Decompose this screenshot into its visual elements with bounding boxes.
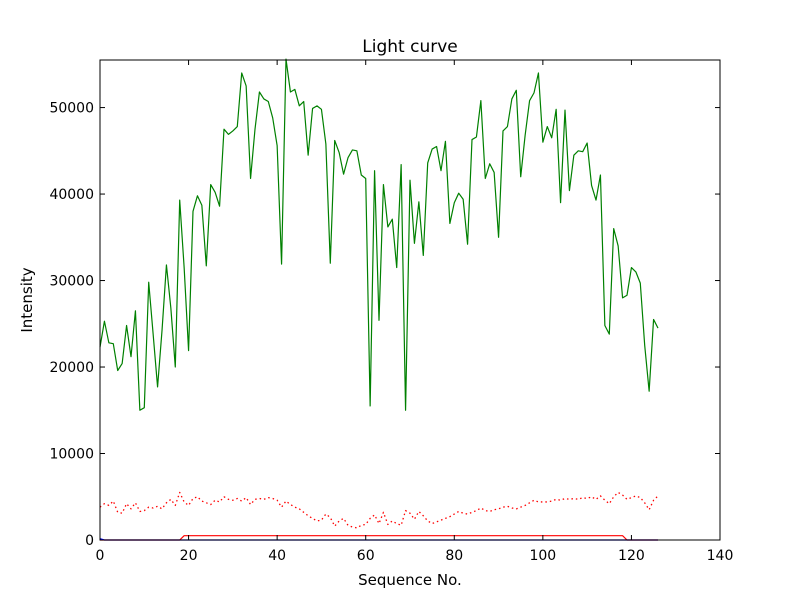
x-axis: 0 20 40 60 80 100 120 140 bbox=[96, 60, 734, 564]
y-axis-label: Intensity bbox=[18, 267, 36, 332]
y-axis: 0 10000 20000 30000 40000 50000 bbox=[49, 101, 720, 549]
x-tick-label: 140 bbox=[707, 548, 734, 564]
x-axis-label: Sequence No. bbox=[358, 571, 462, 589]
x-tick-label: 0 bbox=[96, 548, 105, 564]
x-tick-label: 120 bbox=[618, 548, 645, 564]
series-line-1 bbox=[99, 58, 659, 411]
y-tick-label: 30000 bbox=[49, 274, 94, 290]
y-tick-label: 50000 bbox=[49, 101, 94, 117]
x-tick-label: 40 bbox=[268, 548, 286, 564]
x-tick-label: 100 bbox=[529, 548, 556, 564]
chart-title: Light curve bbox=[362, 37, 457, 57]
y-tick-label: 20000 bbox=[49, 360, 94, 376]
y-tick-label: 40000 bbox=[49, 187, 94, 203]
y-tick-label: 10000 bbox=[49, 447, 94, 463]
x-tick-label: 20 bbox=[180, 548, 198, 564]
x-tick-label: 80 bbox=[445, 548, 463, 564]
y-tick-label: 0 bbox=[85, 533, 94, 549]
plot-frame bbox=[99, 59, 721, 541]
x-tick-label: 60 bbox=[357, 548, 375, 564]
